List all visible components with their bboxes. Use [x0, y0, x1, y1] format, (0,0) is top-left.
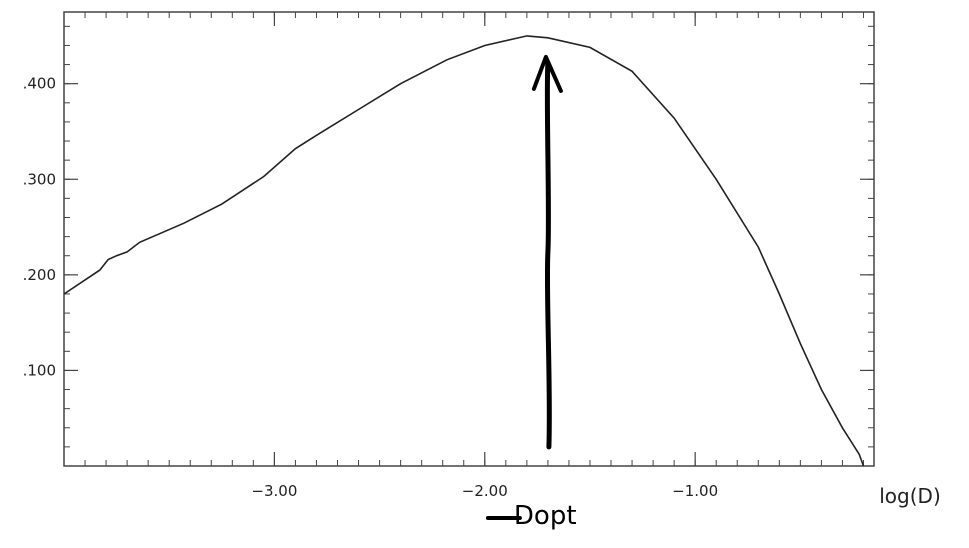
x-tick-label: −3.00: [251, 482, 297, 500]
annotation-arrow-shaft: [544, 60, 552, 450]
annotation-label: Dopt: [514, 501, 577, 531]
tick-labels: −3.00 −2.00 −1.00 .100 .200 .300 .400: [23, 75, 719, 500]
annotation-arrow-head: [531, 54, 563, 93]
plot-frame: [63, 11, 875, 467]
series-line: [63, 35, 865, 467]
x-axis-label: log(D): [879, 484, 941, 508]
y-tick-label: .100: [23, 361, 56, 379]
y-tick-label: .300: [23, 170, 56, 188]
x-tick-label: −1.00: [672, 482, 718, 500]
annotation-dopt: Dopt: [485, 54, 577, 531]
x-tick-label: −2.00: [462, 482, 508, 500]
y-tick-label: .400: [23, 75, 56, 93]
y-tick-label: .200: [23, 266, 56, 284]
ticks: [63, 12, 874, 466]
